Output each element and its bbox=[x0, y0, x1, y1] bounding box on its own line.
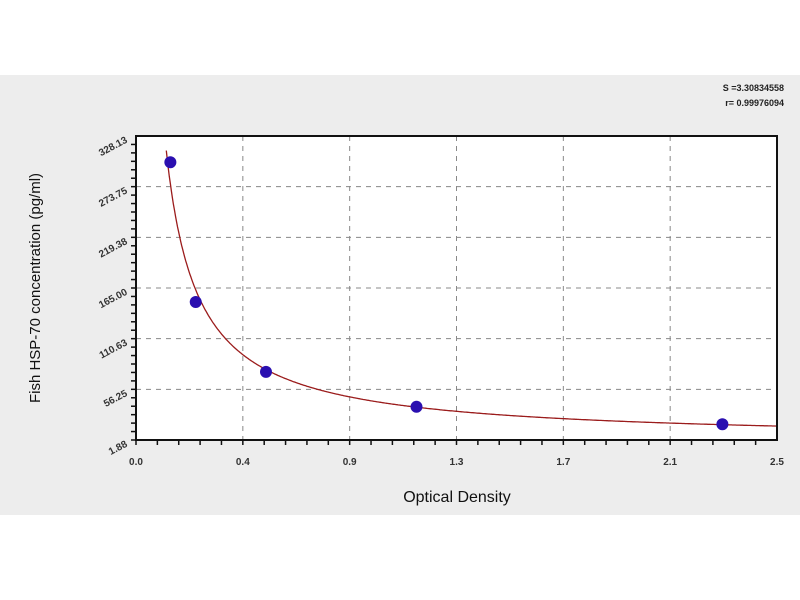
y-axis-label: Fish HSP-70 concentration (pg/ml) bbox=[27, 173, 44, 403]
x-tick-label: 0.0 bbox=[129, 457, 143, 468]
data-point bbox=[410, 400, 423, 413]
x-tick-label: 0.4 bbox=[236, 457, 250, 468]
x-tick-label: 1.7 bbox=[556, 457, 570, 468]
fit-s-annotation: S =3.30834558 bbox=[722, 83, 784, 93]
y-tick-label: 219.38 bbox=[97, 236, 130, 260]
data-point bbox=[189, 295, 202, 308]
x-tick-label: 2.1 bbox=[663, 457, 677, 468]
y-tick-label: 328.13 bbox=[97, 135, 130, 159]
fit-r-annotation: r= 0.99976094 bbox=[725, 98, 784, 108]
data-point bbox=[164, 156, 177, 169]
data-point bbox=[259, 365, 272, 378]
y-tick-label: 165.00 bbox=[97, 287, 130, 311]
x-tick-label: 0.9 bbox=[343, 457, 357, 468]
x-tick-label: 2.5 bbox=[770, 457, 784, 468]
x-axis-label: Optical Density bbox=[403, 489, 511, 506]
y-tick-label: 110.63 bbox=[98, 337, 130, 361]
x-tick-label: 1.3 bbox=[450, 457, 464, 468]
y-tick-label: 273.75 bbox=[97, 185, 130, 209]
data-point bbox=[716, 418, 729, 431]
y-tick-label: 56.25 bbox=[102, 388, 130, 410]
y-tick-label: 1.88 bbox=[107, 439, 130, 458]
